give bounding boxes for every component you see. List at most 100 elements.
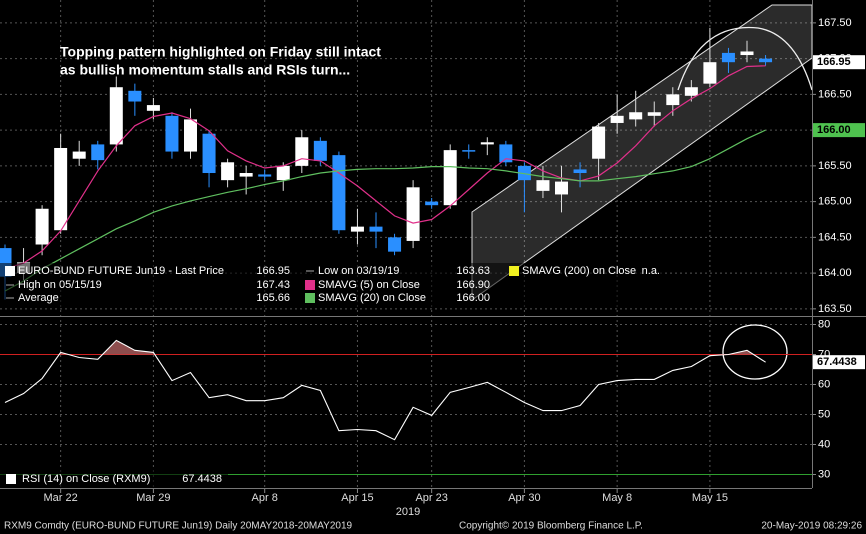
legend-label: EURO-BUND FUTURE Jun19 - Last Price	[18, 265, 224, 277]
candle-body	[109, 87, 123, 145]
candle-body	[258, 174, 272, 177]
candle-body	[721, 52, 735, 63]
x-tick-label: Apr 30	[508, 492, 540, 504]
candle-body	[703, 62, 717, 84]
candle-body	[239, 173, 253, 177]
candle-body	[295, 137, 309, 166]
x-tick-label: May 15	[692, 492, 728, 504]
x-tick-label: Mar 29	[136, 492, 170, 504]
candle-body	[313, 140, 327, 161]
candle-body	[666, 94, 680, 106]
y-tick-label: 50	[818, 408, 830, 420]
candle-body	[536, 180, 550, 191]
candle-body	[684, 87, 698, 96]
marks-layer	[0, 27, 812, 475]
price-tag: 166.95	[817, 56, 851, 68]
candle-body	[480, 142, 494, 145]
y-tick-label: 60	[818, 378, 830, 390]
arc-annotation	[677, 26, 813, 91]
legend-value: n.a.	[642, 265, 660, 277]
legend-value: 163.63	[456, 265, 490, 277]
legend-value: 165.66	[256, 292, 290, 304]
sma-line	[4, 129, 766, 292]
y-tick-label: 166.50	[818, 88, 852, 100]
price-tag-box	[813, 355, 865, 370]
price-tag: 67.4438	[817, 356, 857, 368]
candle-body	[369, 226, 383, 232]
candle-body	[350, 226, 364, 232]
legend-swatch	[305, 280, 315, 290]
legend-box	[0, 263, 665, 307]
legend-value: 166.00	[456, 292, 490, 304]
candle-body	[165, 115, 179, 152]
y-tick-label: 40	[818, 438, 830, 450]
candle-body	[592, 126, 606, 159]
candle-body	[629, 112, 643, 120]
candle-body	[740, 51, 754, 56]
candle-body	[276, 165, 290, 181]
legend-label: Low on 03/19/19	[318, 265, 399, 277]
price-tag-box	[813, 123, 865, 138]
y-tick-label: 163.50	[818, 303, 852, 315]
y-tick-label: 167.50	[818, 17, 852, 29]
candle-body	[72, 151, 86, 159]
candle-body	[35, 208, 49, 245]
legend-label: High on 05/15/19	[18, 279, 102, 291]
candle-body	[0, 248, 12, 277]
legend-swatch	[5, 266, 15, 276]
price-tag: 166.00	[817, 124, 851, 136]
rsi-circle	[722, 324, 788, 380]
y-tick-label: 164.50	[818, 231, 852, 243]
x-tick-label: Apr 15	[341, 492, 373, 504]
candle-body	[517, 165, 531, 181]
sma-line	[4, 65, 766, 270]
legend-label: Average	[18, 292, 59, 304]
legend-swatch	[6, 474, 16, 484]
legend-label: SMAVG (5) on Close	[318, 279, 420, 291]
candle-body	[759, 58, 773, 63]
legend-swatch	[509, 266, 519, 276]
candle-body	[128, 90, 142, 102]
x-tick-label: Apr 8	[252, 492, 278, 504]
x-tick-label: Apr 23	[415, 492, 447, 504]
y-tick-label: 164.00	[818, 267, 852, 279]
footer-left: RXM9 Comdty (EURO-BUND FUTURE Jun19) Dai…	[4, 521, 353, 532]
x-tick-label: May 8	[602, 492, 632, 504]
candle-body	[647, 112, 661, 116]
candle-body	[499, 144, 513, 163]
candle-body	[146, 105, 160, 111]
labels-layer: Mar 22 Mar 29 Apr 8 Apr 15 Apr 23 Apr 30 May 8…	[5, 17, 865, 518]
legend-value: 166.95	[256, 265, 290, 277]
candle-body	[202, 133, 216, 174]
legend-label: RSI (14) on Close (RXM9)	[22, 473, 150, 485]
footer-right: 20-May-2019 08:29:26	[761, 521, 862, 532]
rsi-line	[4, 339, 766, 441]
candle-body	[555, 181, 568, 195]
y-tick-label: 80	[818, 318, 830, 330]
candle-body	[54, 147, 68, 231]
channel-band	[471, 4, 813, 301]
x-tick-label: Mar 22	[44, 492, 78, 504]
legend-label: SMAVG (20) on Close	[318, 292, 426, 304]
candle-body	[462, 150, 476, 152]
x-year-label: 2019	[396, 506, 420, 518]
rsi-legend-box	[0, 470, 228, 488]
overbought-fill	[5, 340, 766, 355]
legend-value: 67.4438	[182, 473, 222, 485]
annotation-line: Topping pattern highlighted on Friday st…	[60, 44, 381, 60]
annotation-line: as bullish momentum stalls and RSIs turn…	[60, 62, 350, 78]
candle-body	[332, 155, 346, 231]
y-tick-label: 30	[818, 468, 830, 480]
candle-body	[388, 237, 402, 252]
candle-body	[443, 150, 457, 206]
footer-center: Copyright© 2019 Bloomberg Finance L.P.	[459, 521, 643, 532]
candle-body	[184, 119, 197, 152]
price-tag-box	[813, 55, 865, 70]
legend-label: SMAVG (200) on Close	[522, 265, 636, 277]
candle-body	[610, 115, 624, 123]
candle-body	[425, 201, 439, 206]
y-tick-label: 165.50	[818, 160, 852, 172]
candle-body	[221, 162, 235, 181]
candle-body	[406, 187, 420, 241]
